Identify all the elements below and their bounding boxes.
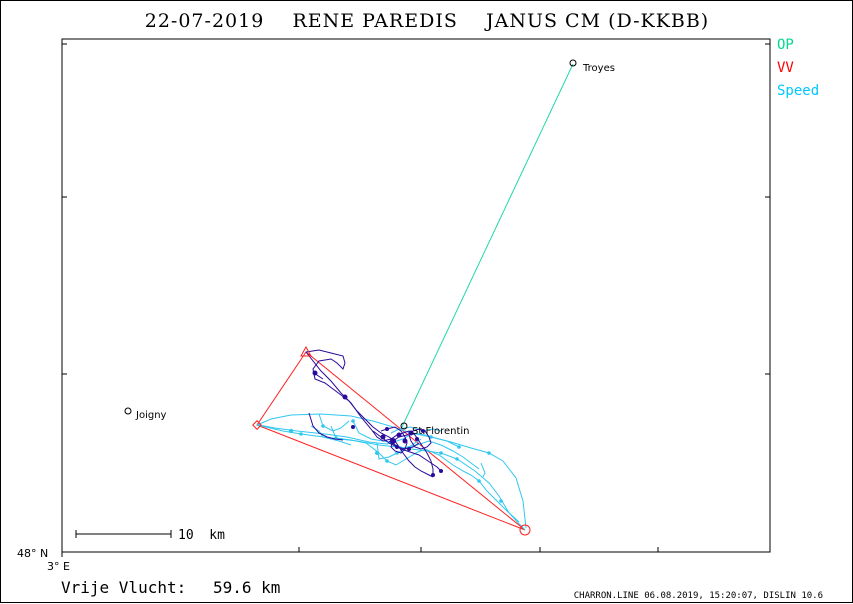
place-label: Troyes bbox=[582, 63, 615, 74]
place-st-florentin: St.Florentin bbox=[400, 422, 470, 437]
latitude-label: 48° N bbox=[17, 547, 48, 560]
legend: OP VV Speed bbox=[777, 37, 819, 99]
speed-track bbox=[256, 413, 527, 531]
vv-triangle bbox=[256, 351, 526, 531]
credits-text: CHARRON.LINE 06.08.2019, 15:20:07, DISLI… bbox=[574, 591, 823, 601]
distance-label: Vrije Vlucht: bbox=[61, 578, 186, 597]
turnpoint-diamond-marker bbox=[252, 420, 262, 430]
finish-circle-marker bbox=[519, 524, 531, 536]
place-label: Joigny bbox=[135, 410, 167, 421]
distance-value: 59.6 km bbox=[213, 578, 280, 597]
place-label: St.Florentin bbox=[412, 426, 470, 437]
flight-track-markers bbox=[312, 370, 443, 477]
start-triangle-marker bbox=[300, 345, 312, 357]
place-marker-icon bbox=[400, 422, 408, 430]
longitude-label: 3° E bbox=[47, 560, 70, 573]
place-marker-icon bbox=[569, 59, 577, 67]
frame-ticks bbox=[61, 43, 770, 557]
map-title: 22-07-2019 RENE PAREDIS JANUS CM (D-KKBB… bbox=[145, 10, 709, 32]
legend-item-vv: VV bbox=[777, 60, 794, 76]
legend-item-op: OP bbox=[777, 37, 794, 53]
place-troyes: Troyes bbox=[569, 59, 615, 74]
speed-track-markers bbox=[288, 419, 503, 503]
place-marker-icon bbox=[124, 407, 132, 415]
legend-item-speed: Speed bbox=[777, 83, 819, 99]
scale-bar: 10 km bbox=[75, 528, 225, 543]
scale-bar-label: 10 km bbox=[178, 528, 225, 543]
place-joigny: Joigny bbox=[124, 407, 167, 421]
op-route-line bbox=[401, 63, 574, 428]
plot-frame bbox=[61, 38, 771, 553]
